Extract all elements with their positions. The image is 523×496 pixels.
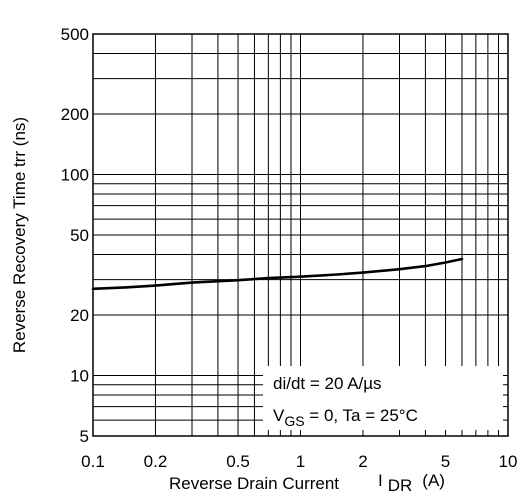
y-tick-label: 200 — [61, 105, 89, 124]
x-axis-symbol-sub: DR — [388, 476, 413, 495]
y-tick-label: 10 — [70, 366, 89, 385]
x-tick-label: 5 — [441, 452, 450, 471]
x-tick-label: 1 — [296, 452, 305, 471]
y-tick-label: 50 — [70, 226, 89, 245]
x-axis-symbol: I DR (A) — [378, 471, 445, 495]
x-tick-label: 0.2 — [144, 452, 168, 471]
y-tick-label: 100 — [61, 165, 89, 184]
y-tick-label: 5 — [80, 427, 89, 446]
annotation-conditions: VGS = 0, Ta = 25°C — [273, 406, 418, 429]
plot-frame — [92, 33, 509, 437]
x-tick-labels: 0.1 0.2 0.5 1 2 5 10 — [81, 452, 517, 471]
y-tick-label: 500 — [61, 25, 89, 44]
x-tick-label: 2 — [358, 452, 367, 471]
x-tick-label: 0.1 — [81, 452, 105, 471]
annotation-didt: di/dt = 20 A/µs — [273, 374, 382, 393]
series-layer — [91, 257, 464, 291]
x-tick-label: 0.5 — [226, 452, 250, 471]
annotation-vgs-sub: GS — [284, 413, 304, 429]
x-tick-label: 10 — [499, 452, 518, 471]
x-axis-label: Reverse Drain Current — [169, 474, 339, 493]
annotation-box — [263, 366, 503, 430]
y-axis-label: Reverse Recovery Time trr (ns) — [10, 117, 29, 353]
series-line — [91, 257, 464, 291]
y-tick-label: 20 — [70, 306, 89, 325]
y-tick-labels: 5 10 20 50 100 200 500 — [61, 25, 89, 446]
